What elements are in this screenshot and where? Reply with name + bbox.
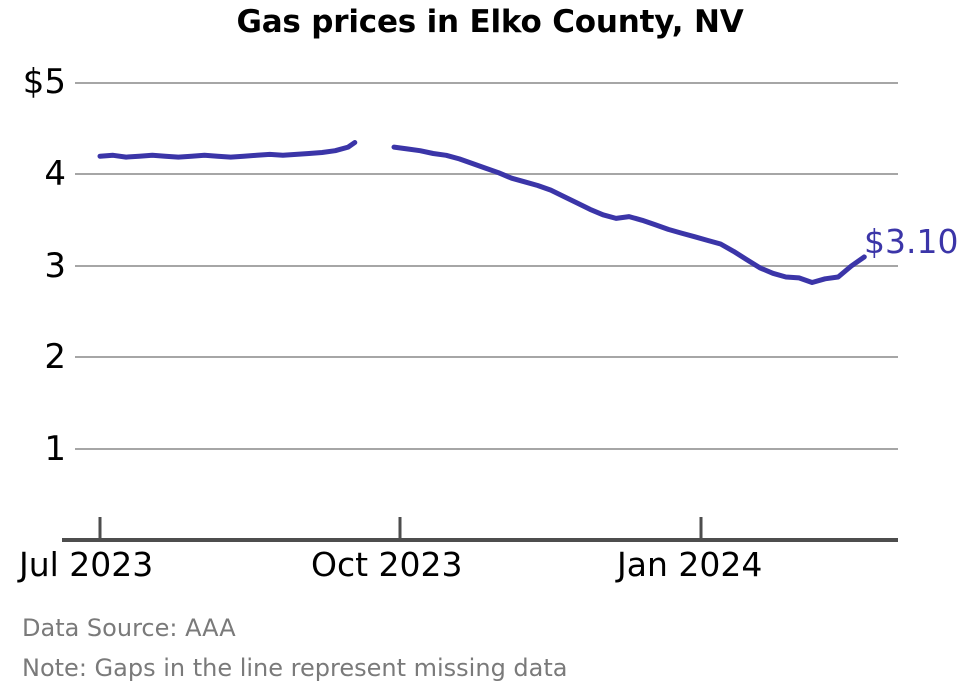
y-axis-label-5: $5 xyxy=(22,62,66,102)
gridlines-group xyxy=(75,82,898,450)
y-axis-label-1: 1 xyxy=(44,429,66,469)
end-value-label: $3.10 xyxy=(864,222,959,261)
chart-title: Gas prices in Elko County, NV xyxy=(236,4,744,40)
line-segment-1 xyxy=(97,140,358,160)
line-segment-2 xyxy=(391,144,867,285)
x-axis-label-jul-2023: Jul 2023 xyxy=(19,545,154,584)
x-axis-label-oct-2023: Oct 2023 xyxy=(311,545,463,584)
y-axis-label-4: 4 xyxy=(44,154,66,194)
data-series-gas-price xyxy=(97,140,867,285)
footnote-data-source: Data Source: AAA xyxy=(22,614,236,642)
x-axis-group xyxy=(62,517,898,542)
footnote-note: Note: Gaps in the line represent missing… xyxy=(22,654,568,682)
x-axis-label-jan-2024: Jan 2024 xyxy=(617,545,763,584)
y-axis-label-3: 3 xyxy=(44,246,66,286)
y-axis-label-2: 2 xyxy=(44,337,66,377)
